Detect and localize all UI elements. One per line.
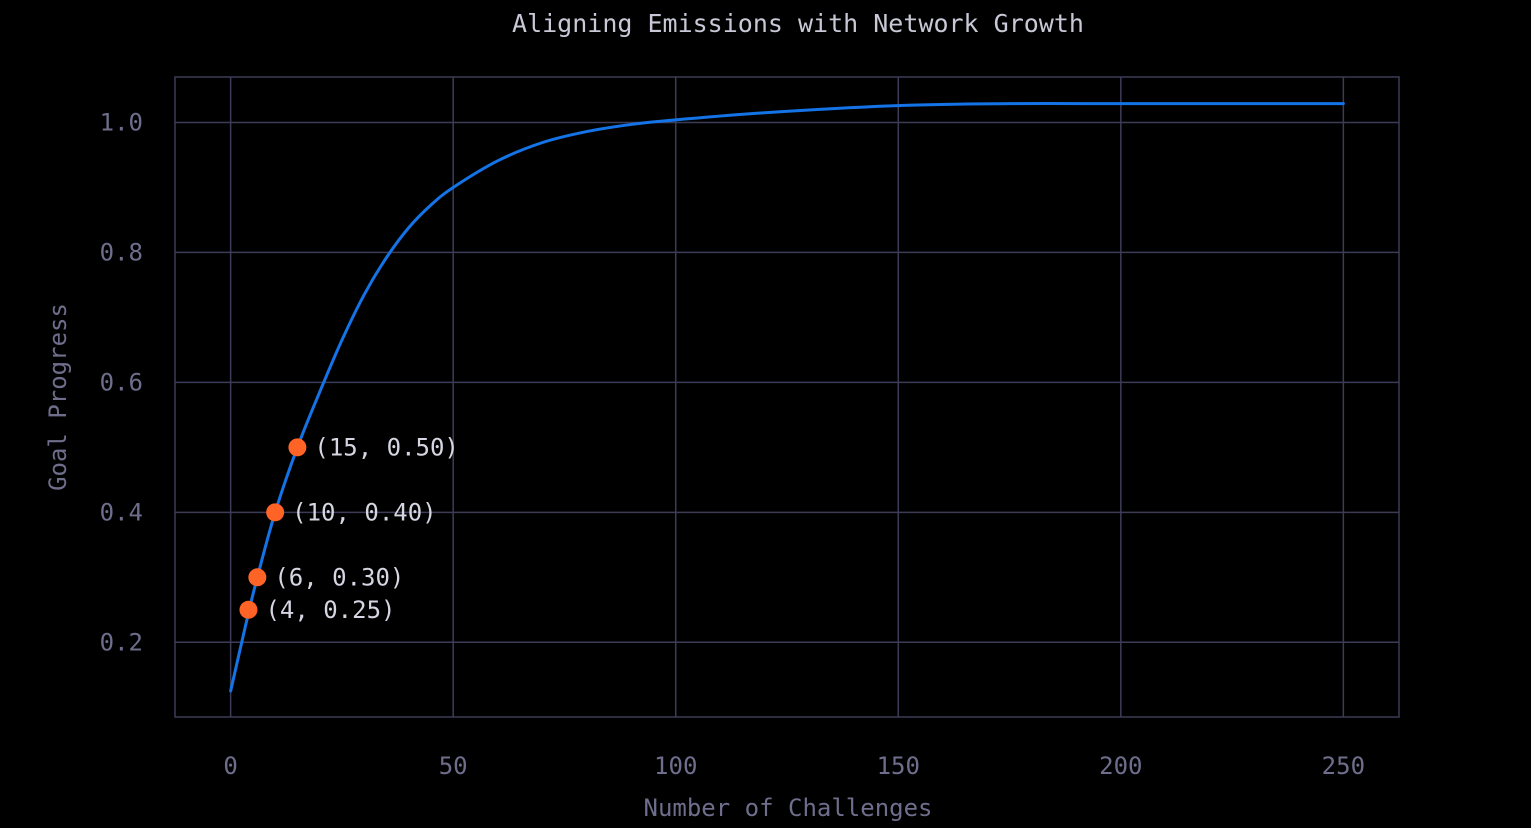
x-tick-label: 150 bbox=[877, 752, 920, 780]
y-tick-label: 0.4 bbox=[100, 498, 143, 526]
highlight-point bbox=[239, 600, 258, 619]
point-label: (10, 0.40) bbox=[292, 498, 437, 526]
series-line-goal-progress bbox=[229, 101, 1345, 693]
x-tick-label: 100 bbox=[654, 752, 697, 780]
highlight-point bbox=[248, 568, 267, 587]
x-tick-label: 250 bbox=[1322, 752, 1365, 780]
highlight-points: (4, 0.25) (6, 0.30) (10, 0.40) (15, 0.50) bbox=[239, 433, 459, 624]
y-tick-label: 0.2 bbox=[100, 628, 143, 656]
x-tick-label: 200 bbox=[1099, 752, 1142, 780]
point-label: (4, 0.25) bbox=[265, 596, 395, 624]
tick-labels: 0 50 100 150 200 250 0.2 0.4 0.6 0.8 1.0 bbox=[100, 108, 1365, 780]
grid bbox=[175, 77, 1399, 717]
x-axis-label: Number of Challenges bbox=[644, 794, 933, 822]
y-tick-label: 0.6 bbox=[100, 368, 143, 396]
highlight-point bbox=[266, 503, 285, 522]
x-tick-label: 50 bbox=[439, 752, 468, 780]
y-tick-label: 0.8 bbox=[100, 238, 143, 266]
plot-frame bbox=[174, 76, 1400, 718]
y-axis-label: Goal Progress bbox=[44, 303, 72, 491]
y-tick-label: 1.0 bbox=[100, 108, 143, 136]
chart-title: Aligning Emissions with Network Growth bbox=[512, 9, 1084, 38]
x-tick-label: 0 bbox=[223, 752, 237, 780]
point-label: (15, 0.50) bbox=[314, 433, 459, 461]
highlight-point bbox=[288, 438, 307, 457]
point-label: (6, 0.30) bbox=[274, 563, 404, 591]
